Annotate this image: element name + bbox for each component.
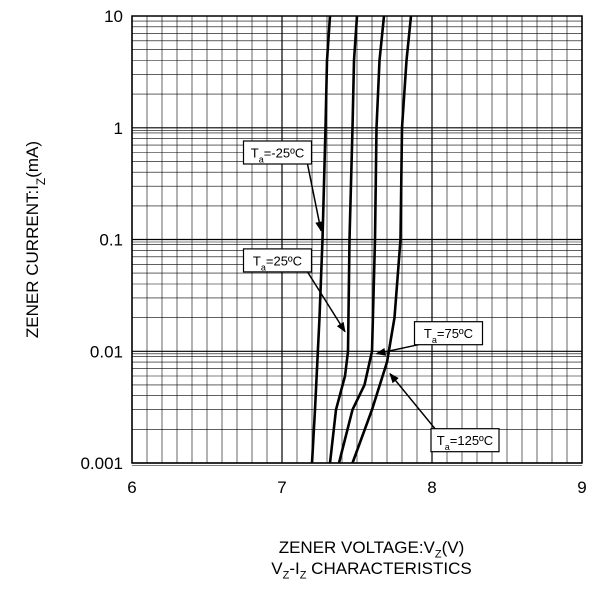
series-label: Ta=125ºC <box>437 433 493 452</box>
series-line-0 <box>310 15 332 464</box>
annotation-arrow <box>389 372 436 430</box>
annotation-box <box>430 428 500 453</box>
annotation-box <box>242 140 313 165</box>
x-tick-label: 6 <box>127 478 136 497</box>
annotation-arrow <box>375 343 419 356</box>
series-label: Ta=-25ºC <box>251 146 305 165</box>
x-tick-label: 7 <box>277 478 286 497</box>
series-line-2 <box>337 15 386 464</box>
annotation-arrow <box>306 163 324 232</box>
y-tick-label: 10 <box>104 7 123 26</box>
series-label: Ta=75ºC <box>424 326 473 345</box>
y-tick-label: 1 <box>114 119 123 138</box>
y-tick-label: 0.001 <box>80 454 123 473</box>
y-tick-label: 0.01 <box>90 342 123 361</box>
y-axis-label: ZENER CURRENT:IZ(mA) <box>23 141 48 338</box>
series-line-1 <box>328 15 359 464</box>
annotation-arrow <box>306 271 346 333</box>
y-tick-label: 0.1 <box>99 231 123 250</box>
chart-subtitle: VZ-IZ CHARACTERISTICS <box>271 559 472 582</box>
tick-labels: 6 7 8 9 0.001 0.01 0.1 1 10 <box>80 7 586 497</box>
series-label: Ta=25ºC <box>253 253 302 272</box>
annotations: Ta=-25ºC Ta=25ºC Ta=75ºC Ta=125ºC <box>242 140 500 453</box>
annotation-box <box>413 321 484 346</box>
series-lines <box>310 15 413 464</box>
x-axis-label: ZENER VOLTAGE:VZ(V) <box>278 538 465 561</box>
annotation-box <box>242 248 313 273</box>
series-line-3 <box>351 15 413 464</box>
x-tick-label: 9 <box>577 478 586 497</box>
x-tick-label: 8 <box>427 478 436 497</box>
